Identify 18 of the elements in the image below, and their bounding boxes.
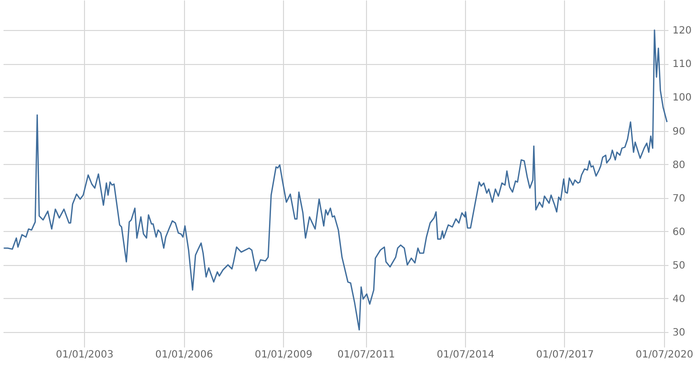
y-tick-label: 60 — [672, 226, 686, 238]
y-tick-label: 90 — [672, 126, 686, 138]
y-tick-label: 50 — [672, 260, 686, 272]
x-tick-label: 01/07/2014 — [436, 350, 494, 360]
x-tick-label: 01/01/2006 — [155, 350, 213, 360]
line-series — [3, 30, 668, 331]
y-tick-label: 120 — [672, 26, 692, 37]
x-tick-label: 01/07/2017 — [536, 350, 594, 360]
y-tick-label: 70 — [672, 193, 686, 204]
y-tick-label: 80 — [672, 160, 686, 171]
y-tick-label: 30 — [672, 327, 686, 338]
x-tick-label: 01/07/2020 — [636, 350, 694, 360]
y-tick-label: 110 — [672, 59, 692, 70]
x-tick-label: 01/01/2009 — [254, 350, 312, 360]
y-tick-label: 100 — [672, 92, 692, 104]
y-tick-label: 40 — [672, 294, 686, 305]
x-tick-label: 01/01/2003 — [56, 350, 114, 360]
x-tick-label: 01/07/2011 — [337, 350, 395, 360]
